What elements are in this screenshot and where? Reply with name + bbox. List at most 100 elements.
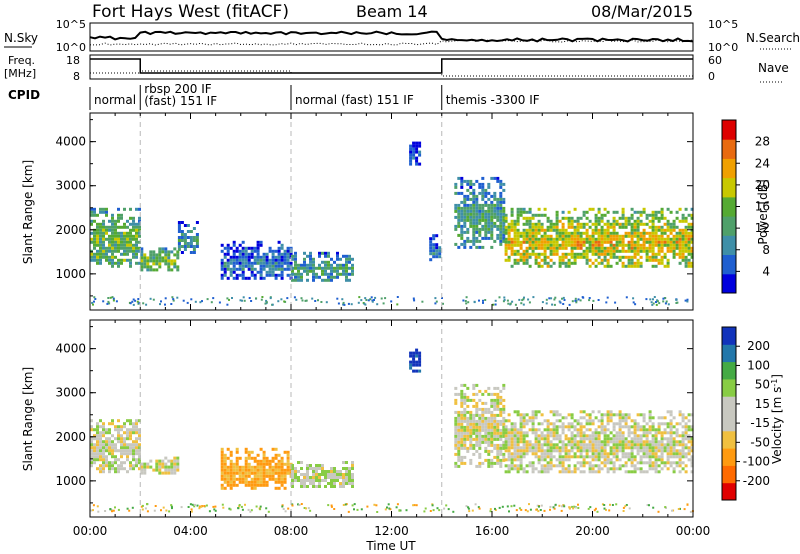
echo-cell (502, 416, 506, 420)
echo-cell (537, 437, 541, 441)
echo-cell (651, 440, 655, 444)
echo-cell (510, 243, 514, 247)
echo-cell (226, 303, 229, 306)
echo-cell (618, 422, 622, 426)
echo-cell (117, 261, 120, 265)
echo-cell (466, 203, 470, 207)
echo-cell (606, 228, 610, 232)
echo-cell (576, 219, 580, 223)
echo-cell (630, 464, 634, 468)
echo-cell (687, 264, 691, 268)
echo-cell (654, 464, 658, 468)
echo-cell (123, 222, 126, 226)
echo-cell (472, 422, 476, 426)
echo-cell (618, 249, 622, 253)
cpid-segment-label: themis -3300 IF (446, 93, 540, 107)
echo-cell (99, 467, 102, 471)
echo-cell (666, 237, 670, 241)
echo-cell (642, 452, 646, 456)
echo-cell (690, 237, 694, 241)
echo-cell (496, 431, 500, 435)
echo-cell (99, 431, 102, 435)
echo-cell (475, 392, 479, 396)
echo-cell (312, 470, 315, 473)
echo-cell (645, 240, 649, 244)
echo-cell (652, 302, 655, 305)
echo-cell (681, 234, 685, 238)
echo-cell (534, 416, 538, 420)
echo-cell (105, 246, 108, 250)
echo-cell (669, 449, 673, 453)
echo-cell (627, 458, 631, 462)
echo-cell (690, 464, 694, 468)
echo-cell (496, 392, 500, 396)
echo-cell (564, 425, 568, 429)
echo-cell (651, 461, 655, 465)
echo-cell (152, 268, 156, 272)
echo-cell (597, 219, 601, 223)
echo-cell (93, 461, 96, 465)
echo-cell (567, 455, 571, 459)
echo-cell (576, 461, 580, 465)
freq-series-line (90, 58, 693, 74)
echo-cell (648, 410, 652, 414)
echo-cell (502, 212, 506, 216)
echo-cell (481, 392, 485, 396)
echo-cell (615, 458, 619, 462)
echo-cell (516, 249, 520, 253)
echo-cell (478, 419, 482, 423)
echo-cell (570, 219, 574, 223)
echo-cell (666, 431, 670, 435)
nsky-tick-bottom: 10^0 (56, 41, 86, 54)
echo-cell (164, 303, 166, 306)
echo-cell (280, 477, 284, 481)
echo-cell (594, 458, 598, 462)
echo-cell (549, 422, 553, 426)
echo-cell (418, 144, 422, 148)
echo-cell (690, 222, 694, 226)
echo-cell (277, 465, 281, 469)
echo-cell (318, 263, 321, 267)
echo-cell (582, 443, 586, 447)
echo-cell (140, 250, 144, 254)
echo-cell (520, 302, 523, 305)
echo-cell (684, 243, 688, 247)
echo-cell (600, 231, 604, 235)
echo-cell (126, 470, 129, 474)
echo-cell (686, 503, 689, 506)
echo-cell (132, 446, 135, 450)
echo-cell (519, 446, 523, 450)
echo-cell (648, 455, 652, 459)
echo-cell (123, 443, 126, 447)
echo-cell (301, 299, 304, 302)
echo-cell (493, 194, 497, 198)
echo-cell (294, 254, 297, 258)
echo-cell (540, 464, 544, 468)
echo-cell (339, 257, 342, 261)
echo-cell (600, 234, 604, 238)
echo-cell (247, 483, 251, 487)
echo-cell (490, 206, 494, 210)
echo-cell (241, 299, 243, 302)
echo-cell (478, 437, 482, 441)
echo-cell (158, 471, 162, 475)
echo-cell (481, 185, 485, 189)
echo-cell (493, 413, 497, 417)
echo-cell (199, 301, 202, 304)
echo-cell (105, 464, 108, 468)
echo-cell (220, 249, 224, 253)
echo-cell (666, 225, 670, 229)
echo-cell (454, 419, 458, 423)
echo-cell (496, 218, 500, 222)
freq-tick-top: 18 (66, 54, 80, 67)
echo-cell (561, 422, 565, 426)
echo-cell (274, 480, 278, 484)
echo-cell (265, 459, 269, 463)
echo-cell (678, 461, 682, 465)
echo-cell (321, 260, 324, 264)
echo-cell (499, 431, 503, 435)
echo-cell (513, 437, 517, 441)
echo-cell (460, 395, 464, 399)
echo-cell (274, 456, 278, 460)
echo-cell (105, 249, 108, 253)
